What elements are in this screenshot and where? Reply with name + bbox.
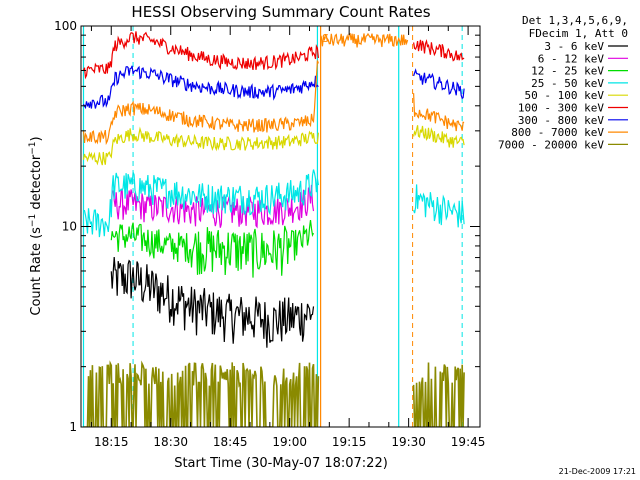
legend-label-2: 12 - 25 keV — [531, 65, 604, 78]
legend-label-0: 3 - 6 keV — [544, 40, 604, 53]
axis-layer: 1 10 100 18:15 18:30 18:45 19:00 19:15 19:30 19:4… — [54, 19, 485, 449]
y-axis-label-sup1: −1 — [28, 214, 38, 227]
x-tick-label-3: 19:00 — [272, 435, 307, 449]
y-tick-label-0: 1 — [69, 420, 77, 434]
y-tick-label-2: 100 — [54, 19, 77, 33]
chart-title: HESSI Observing Summary Count Rates — [131, 3, 430, 21]
x-tick-label-4: 19:15 — [332, 435, 367, 449]
y-axis-label-part3: ) — [29, 136, 44, 141]
x-tick-label-2: 18:45 — [213, 435, 248, 449]
series-line-5 — [82, 31, 465, 80]
series-line-6 — [82, 65, 465, 110]
legend-label-7: 800 - 7000 keV — [511, 126, 604, 139]
series-line-8 — [83, 360, 465, 427]
y-axis-label-part2: detector — [29, 154, 44, 214]
annotation-s: S — [322, 32, 329, 45]
legend-label-6: 300 - 800 keV — [518, 114, 604, 127]
legend: Det 1,3,4,5,6,9,FDecim 1, Att 03 - 6 keV… — [498, 14, 628, 151]
legend-label-3: 25 - 50 keV — [531, 77, 604, 90]
series-line-7 — [82, 32, 465, 146]
x-tick-label-0: 18:15 — [94, 435, 129, 449]
y-tick-label-1: 10 — [62, 220, 77, 234]
legend-label-5: 100 - 300 keV — [518, 102, 604, 115]
y-axis-label-part1: Count Rate (s — [29, 227, 44, 316]
y-axis-label: Count Rate (s−1 detector−1) — [28, 136, 44, 315]
footer-date: 21-Dec-2009 17:21 — [559, 467, 636, 476]
series-line-1 — [110, 184, 315, 229]
x-axis-label: Start Time (30-May-07 18:07:22) — [174, 456, 388, 471]
series-line-2 — [110, 220, 315, 278]
y-axis-label-sup2: −1 — [28, 141, 38, 154]
legend-header-1: FDecim 1, Att 0 — [529, 27, 628, 40]
legend-label-8: 7000 - 20000 keV — [498, 138, 604, 151]
legend-header-0: Det 1,3,4,5,6,9, — [522, 14, 628, 27]
series-line-3 — [83, 169, 465, 238]
x-tick-label-5: 19:30 — [391, 435, 426, 449]
series-line-4 — [82, 125, 465, 166]
legend-label-4: 50 - 100 keV — [525, 89, 605, 102]
x-tick-label-6: 19:45 — [451, 435, 486, 449]
legend-label-1: 6 - 12 keV — [538, 52, 605, 65]
series-line-0 — [110, 256, 315, 348]
data-layer — [82, 26, 465, 427]
x-tick-label-1: 18:30 — [153, 435, 188, 449]
